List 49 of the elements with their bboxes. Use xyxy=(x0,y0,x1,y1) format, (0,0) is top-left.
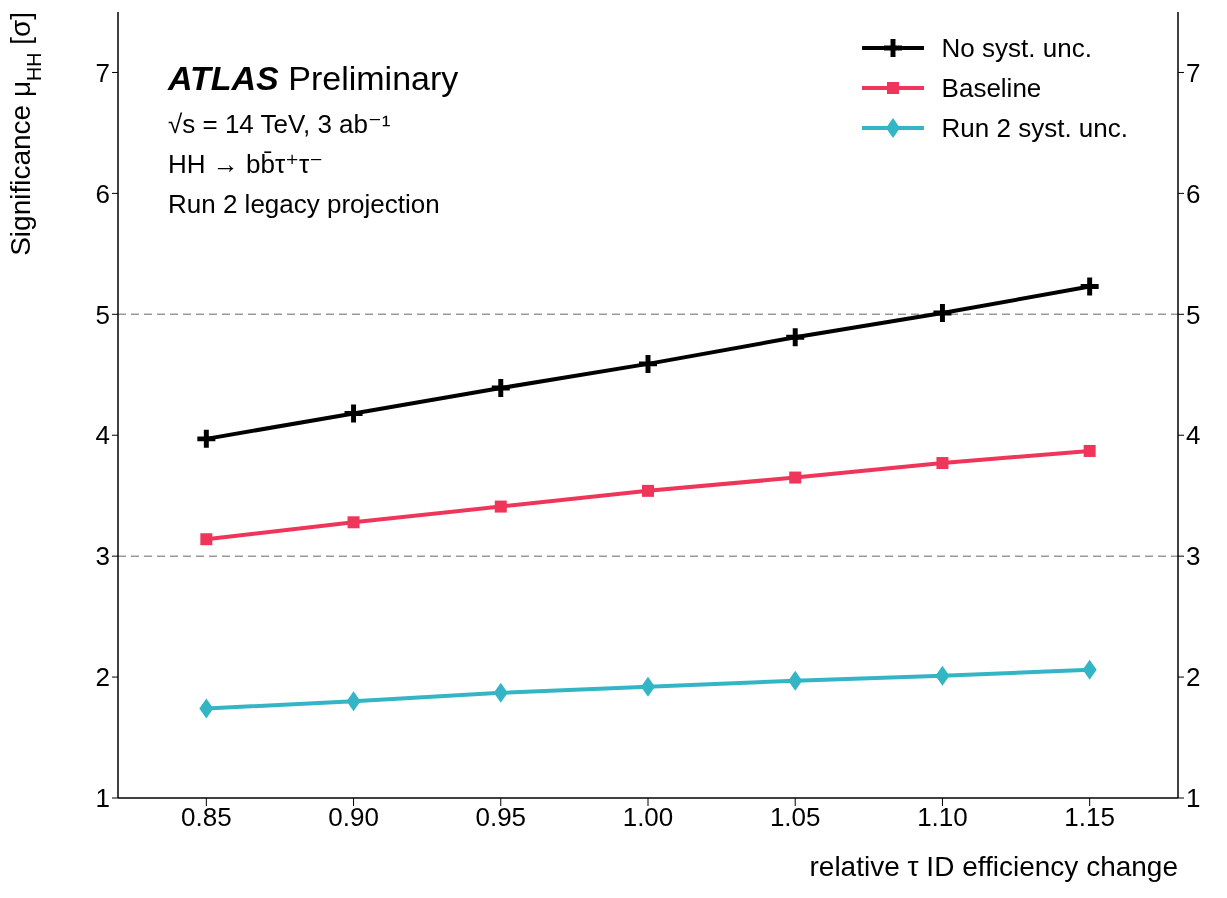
point xyxy=(346,691,361,712)
y-tick-label: 7 xyxy=(95,57,110,88)
point xyxy=(491,379,510,398)
y2-tick-label: 7 xyxy=(1186,57,1201,88)
point xyxy=(1082,659,1097,680)
annotation: Run 2 legacy projection xyxy=(168,188,441,221)
point xyxy=(494,500,507,513)
y-tick-label: 4 xyxy=(95,420,110,451)
y2-tick-label: 1 xyxy=(1186,783,1201,814)
y-tick-label: 6 xyxy=(95,178,110,209)
point xyxy=(199,698,214,719)
y-tick-label: 3 xyxy=(95,541,110,572)
point xyxy=(933,304,952,323)
point xyxy=(344,404,363,423)
legend-label: Baseline xyxy=(941,72,1042,104)
y2-tick-label: 6 xyxy=(1186,178,1201,209)
x-tick-label: 0.90 xyxy=(328,802,379,833)
annotation: √s = 14 TeV, 3 ab⁻¹ xyxy=(168,108,392,141)
y2-tick-label: 5 xyxy=(1186,299,1201,330)
x-tick-label: 1.00 xyxy=(622,802,674,833)
legend-label: Run 2 syst. unc. xyxy=(941,112,1128,144)
legend-label: No syst. unc. xyxy=(941,32,1092,64)
x-tick-label: 0.95 xyxy=(475,802,527,833)
point xyxy=(786,328,805,347)
point xyxy=(789,471,802,484)
annotation: ATLAS Preliminary xyxy=(168,58,459,98)
point xyxy=(1083,444,1096,457)
x-axis-title: relative τ ID efficiency change xyxy=(809,851,1178,882)
x-tick-label: 0.85 xyxy=(181,802,232,833)
point xyxy=(197,429,216,448)
x-tick-label: 1.10 xyxy=(917,802,968,833)
x-tick-label: 1.05 xyxy=(769,802,821,833)
y-tick-label: 5 xyxy=(95,299,110,330)
point xyxy=(347,516,360,529)
x-tick-label: 1.15 xyxy=(1064,802,1115,833)
point xyxy=(936,457,949,470)
y-tick-label: 2 xyxy=(95,662,110,693)
y2-tick-label: 3 xyxy=(1186,541,1201,572)
point xyxy=(1080,277,1099,296)
point xyxy=(639,354,657,373)
point xyxy=(200,533,213,546)
annotation: HH → bb̄τ⁺τ⁻ xyxy=(168,148,324,181)
y2-tick-label: 2 xyxy=(1186,662,1201,693)
point xyxy=(935,665,950,686)
point xyxy=(642,484,654,497)
point xyxy=(788,670,803,691)
y-tick-label: 1 xyxy=(95,783,110,814)
y2-tick-label: 4 xyxy=(1186,420,1201,451)
point xyxy=(493,682,508,703)
